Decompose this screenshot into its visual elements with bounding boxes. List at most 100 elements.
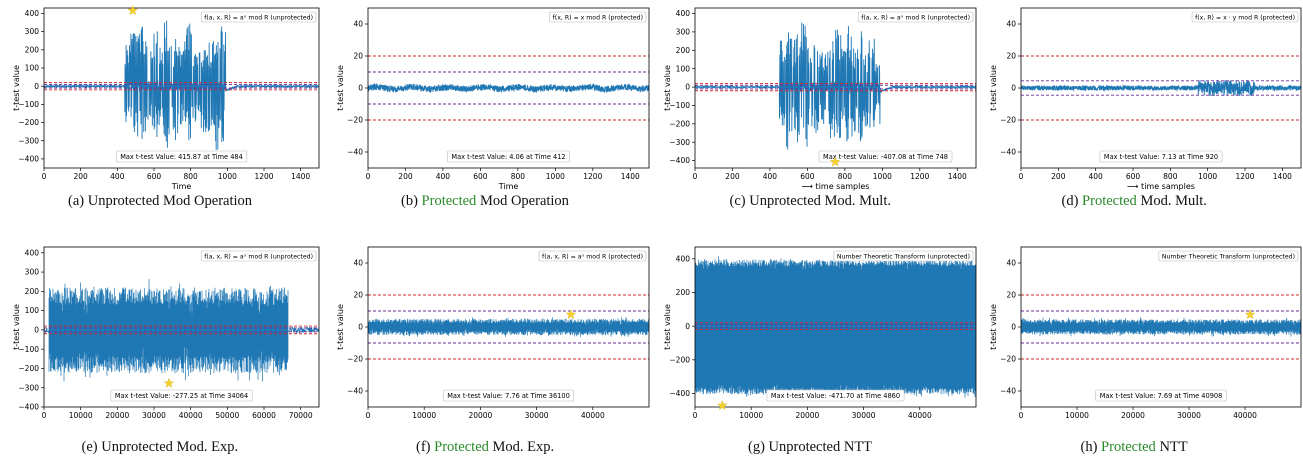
x-tick-label: 1000 — [218, 172, 237, 181]
series-line — [44, 20, 319, 150]
max-annotation-box — [1099, 150, 1223, 163]
legend-box — [200, 250, 317, 262]
x-tick-label: 0 — [693, 172, 698, 181]
axes-frame — [43, 7, 320, 169]
caption-label: (a) — [68, 193, 88, 209]
x-tick-label: 70000 — [289, 411, 313, 420]
max-marker-star — [565, 309, 577, 320]
caption-prefix: Protected — [421, 193, 477, 209]
x-tick-label: 30000 — [525, 411, 549, 420]
y-axis-label: t-test value — [663, 304, 672, 350]
y-tick-label: −400 — [669, 389, 690, 398]
y-tick-label: −20 — [1000, 116, 1016, 125]
y-tick-label: −100 — [18, 345, 39, 354]
max-annotation-text: Max t-test Value: 4.06 at Time 412 — [451, 153, 565, 161]
y-tick-label: 0 — [685, 322, 690, 331]
x-tick-label: 1200 — [910, 172, 929, 181]
y-tick-label: 0 — [1011, 84, 1016, 93]
y-tick-label: −100 — [18, 100, 39, 109]
y-tick-label: −400 — [18, 403, 39, 412]
x-tick-label: 40000 — [1233, 411, 1257, 420]
caption-rest: Mod. Exp. — [172, 439, 239, 455]
y-tick-label: 20 — [353, 52, 363, 61]
caption-prefix: Protected — [1101, 439, 1156, 455]
y-tick-label: 400 — [25, 248, 40, 257]
legend-box — [549, 11, 647, 23]
chart-panel-c: 0 200 400 600 800 1000 1200 1400−400−300−200−10… — [663, 7, 977, 191]
max-annotation-box — [442, 389, 575, 402]
y-tick-label: 0 — [34, 82, 39, 91]
caption-label: (b) — [401, 193, 422, 209]
max-annotation-text: Max t-test Value: -471.70 at Time 4860 — [771, 392, 900, 400]
x-tick-label: 0 — [366, 172, 371, 181]
series-trace — [1021, 79, 1301, 96]
max-marker-star — [127, 4, 139, 16]
chart-panel-b: 0 200 400 600 800 1000 1200 1400 −40 −20 0 20 40 Time… — [336, 7, 650, 191]
caption-label: (g) — [748, 439, 769, 455]
y-tick-label: 200 — [25, 287, 40, 296]
max-marker-star — [717, 400, 728, 411]
y-tick-label: 300 — [676, 28, 691, 37]
x-tick-label: 30000 — [142, 411, 166, 420]
x-tick-label: 0 — [366, 411, 371, 420]
x-tick-label: 10000 — [1065, 411, 1089, 420]
y-tick-label: 400 — [676, 254, 691, 263]
caption-rest: Mod Operation — [159, 193, 253, 209]
series-trace — [695, 256, 976, 398]
y-tick-label: −200 — [669, 355, 690, 364]
y-tick-label: 20 — [1006, 291, 1016, 300]
y-tick-label: 40 — [1006, 20, 1016, 29]
y-tick-label: −400 — [18, 155, 39, 164]
max-annotation-text: Max t-test Value: -277.25 at Time 34064 — [115, 392, 248, 400]
chart-panel-e: 0 10000 20000 30000 40000 50000 60000 70000 −400… — [12, 246, 320, 420]
x-axis-label: ⟶ time samples — [802, 182, 870, 191]
x-tick-label: 200 — [74, 172, 89, 181]
chart-panel-a: 0 200 400 600 800 1000 1200 1400−400−300−200−10… — [12, 4, 320, 191]
axes-frame — [43, 246, 320, 408]
max-annotation-box — [766, 389, 905, 402]
x-tick-label: 60000 — [252, 411, 276, 420]
max-annotation-box — [110, 389, 253, 402]
x-tick-label: 1200 — [1235, 172, 1254, 181]
y-tick-label: −200 — [18, 364, 39, 373]
y-tick-label: 0 — [34, 325, 39, 334]
max-annotation-text: Max t-test Value: 415.87 at Time 484 — [120, 153, 243, 161]
max-annotation-text: Max t-test Value: -407.08 at Time 748 — [823, 153, 948, 161]
max-annotation-box — [447, 150, 570, 163]
x-tick-label: 1200 — [583, 172, 602, 181]
series-band — [1021, 317, 1301, 337]
y-tick-label: −20 — [1000, 355, 1016, 364]
caption-prefix: Unprotected — [87, 193, 160, 209]
x-tick-label: 30000 — [1177, 411, 1201, 420]
legend-box — [1191, 11, 1299, 23]
x-tick-label: 20000 — [1121, 411, 1145, 420]
y-tick-label: 200 — [25, 45, 40, 54]
y-tick-label: −200 — [669, 119, 690, 128]
caption-rest: Mod. Exp. — [488, 439, 555, 455]
caption-rest: Mod. Mult. — [1136, 193, 1207, 209]
legend-text: Number Theoretic Transform (unprotected) — [837, 253, 970, 260]
legend-text: f(a, x, R) = aˣ mod R (protected) — [542, 253, 643, 260]
x-tick-label: 400 — [110, 172, 125, 181]
x-tick-label: 0 — [1019, 172, 1024, 181]
x-axis-label: ⟶ time samples — [1127, 182, 1195, 191]
x-tick-label: 400 — [763, 172, 778, 181]
x-tick-label: 600 — [1126, 172, 1141, 181]
y-tick-label: −400 — [669, 156, 690, 165]
y-tick-label: 20 — [1006, 52, 1016, 61]
legend-text: f(x, R) = x mod R (protected) — [553, 14, 643, 21]
y-axis-label: t-test value — [989, 304, 998, 350]
y-axis-label: t-test value — [336, 304, 345, 350]
legend-text: f(a, x, R) = aˣ mod R (unprotected) — [204, 253, 313, 260]
x-tick-label: 200 — [1051, 172, 1066, 181]
legend-text: f(a, x, R) = aˣ mod R (unprotected) — [204, 14, 313, 21]
x-tick-label: 10000 — [69, 411, 93, 420]
x-tick-label: 1200 — [254, 172, 273, 181]
y-axis-label: t-test value — [336, 65, 345, 111]
y-tick-label: −100 — [669, 101, 690, 110]
x-tick-label: 20000 — [795, 411, 819, 420]
series-trace — [44, 20, 319, 150]
series-trace — [1021, 317, 1301, 337]
x-tick-label: 40000 — [908, 411, 932, 420]
caption-e: (e) Unprotected Mod. Exp. — [82, 439, 239, 456]
